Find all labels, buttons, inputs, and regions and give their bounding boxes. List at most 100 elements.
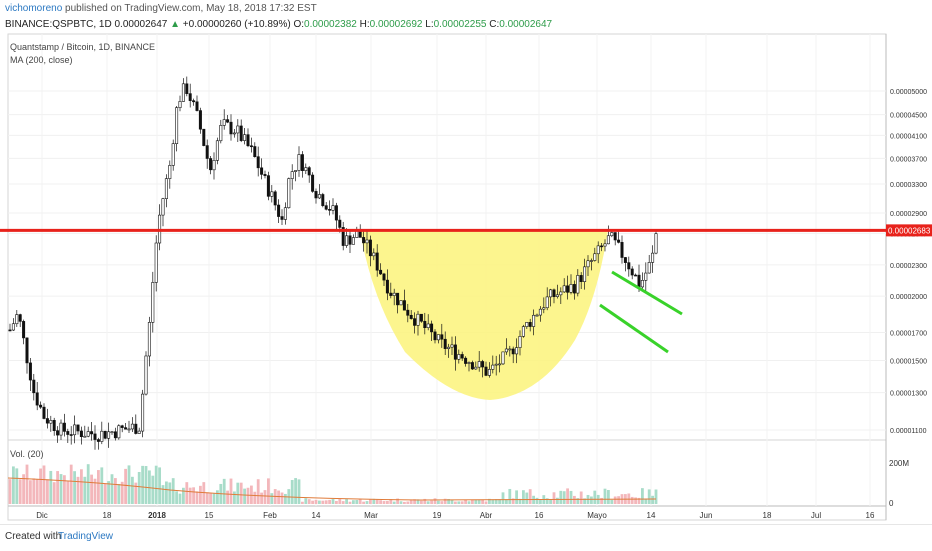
volume-bar — [307, 499, 311, 504]
candle-body — [627, 262, 631, 270]
candle-body — [215, 140, 219, 161]
candle-body — [178, 101, 182, 108]
volume-bar — [406, 501, 410, 504]
candle-body — [491, 364, 495, 370]
volume-bar — [433, 498, 437, 504]
volume-bar — [158, 467, 161, 504]
candle-body — [528, 322, 532, 327]
volume-label: Vol. (20) — [10, 449, 44, 459]
candle-body — [596, 245, 600, 255]
time-tick-label: 18 — [763, 511, 772, 520]
time-tick-label: 16 — [866, 511, 875, 520]
candle-body — [535, 314, 539, 317]
candle-body — [22, 321, 26, 339]
candle-body — [181, 83, 185, 102]
price-change: +0.00000260 (+10.89%) — [182, 19, 291, 30]
volume-bar — [59, 474, 63, 504]
volume-bar — [154, 465, 158, 504]
candle-body — [396, 292, 400, 306]
candle-body — [368, 239, 372, 257]
volume-bar — [494, 499, 498, 504]
volume-bar — [185, 482, 189, 504]
candle-body — [440, 334, 444, 340]
candle-body — [11, 323, 15, 331]
volume-bar — [365, 501, 369, 504]
volume-bar — [22, 474, 25, 504]
price-chart[interactable]: 0.00005000 0.00004500 0.00004100 0.00003700… — [0, 0, 932, 524]
volume-bar — [321, 500, 325, 504]
candle-body — [426, 323, 430, 328]
candle-body — [249, 145, 253, 148]
created-with-text: Created with — [5, 531, 62, 542]
volume-bar — [52, 482, 56, 504]
candle-body — [606, 235, 610, 245]
candle-body — [246, 134, 250, 147]
volume-bar — [301, 501, 304, 504]
candle-body — [52, 420, 56, 431]
candle-body — [164, 178, 168, 199]
volume-bar — [178, 493, 182, 504]
candle-body — [549, 289, 553, 298]
candle-body — [15, 314, 19, 325]
candle-body — [62, 422, 66, 432]
open-value: 0.00002382 — [304, 19, 357, 30]
candle-body — [586, 260, 590, 268]
volume-bar — [246, 487, 250, 504]
volume-bar — [277, 490, 280, 504]
volume-bar — [73, 471, 76, 504]
open-label: O: — [293, 19, 305, 30]
author-link[interactable]: vichomoreno — [5, 3, 63, 14]
volume-bar — [76, 476, 80, 504]
candle-body — [644, 272, 648, 281]
candle-body — [593, 253, 597, 261]
volume-bar — [103, 483, 107, 504]
candle-body — [239, 125, 243, 141]
time-tick-label: 19 — [433, 511, 442, 520]
volume-bar — [423, 498, 427, 504]
volume-bar — [420, 500, 423, 504]
ma-indicator-label: MA (200, close) — [10, 55, 73, 65]
volume-bar — [175, 491, 178, 504]
candle-body — [232, 132, 236, 135]
candle-body — [307, 167, 311, 176]
volume-bar — [25, 464, 29, 504]
price-tick-label: 0.00001500 — [890, 359, 927, 366]
volume-bar — [66, 481, 70, 504]
high-label: H: — [359, 19, 370, 30]
candle-body — [365, 239, 369, 244]
time-tick-label: Feb — [263, 511, 277, 520]
candle-body — [552, 289, 556, 297]
candle-body — [222, 119, 226, 126]
candle-body — [270, 191, 274, 197]
volume-bar — [86, 464, 90, 504]
volume-bar — [331, 499, 335, 504]
tradingview-logo[interactable]: TradingView — [58, 531, 114, 542]
publish-info: vichomoreno published on TradingView.com… — [5, 3, 317, 14]
volume-bar — [124, 468, 127, 504]
candle-body — [416, 313, 420, 326]
volume-bar — [168, 482, 172, 504]
candle-body — [375, 252, 379, 271]
volume-bar — [498, 499, 501, 504]
candle-body — [141, 393, 145, 432]
candle-body — [107, 431, 111, 439]
volume-bar — [474, 499, 478, 504]
volume-bar — [603, 488, 607, 504]
volume-bar — [443, 498, 447, 504]
volume-bar — [566, 488, 569, 504]
candle-body — [113, 431, 117, 439]
candle-body — [481, 361, 485, 368]
volume-bar — [362, 501, 365, 504]
candle-body — [137, 430, 141, 434]
price-tick-label: 0.00001100 — [890, 428, 927, 435]
candles — [8, 76, 658, 450]
volume-bar — [46, 479, 49, 504]
volume-bar — [18, 479, 22, 504]
volume-bar — [311, 500, 314, 504]
candle-body — [613, 232, 617, 241]
volume-bar — [263, 490, 267, 504]
volume-bar — [641, 488, 644, 504]
volume-bar — [270, 493, 274, 504]
candle-body — [477, 361, 481, 368]
candle-body — [280, 216, 284, 220]
